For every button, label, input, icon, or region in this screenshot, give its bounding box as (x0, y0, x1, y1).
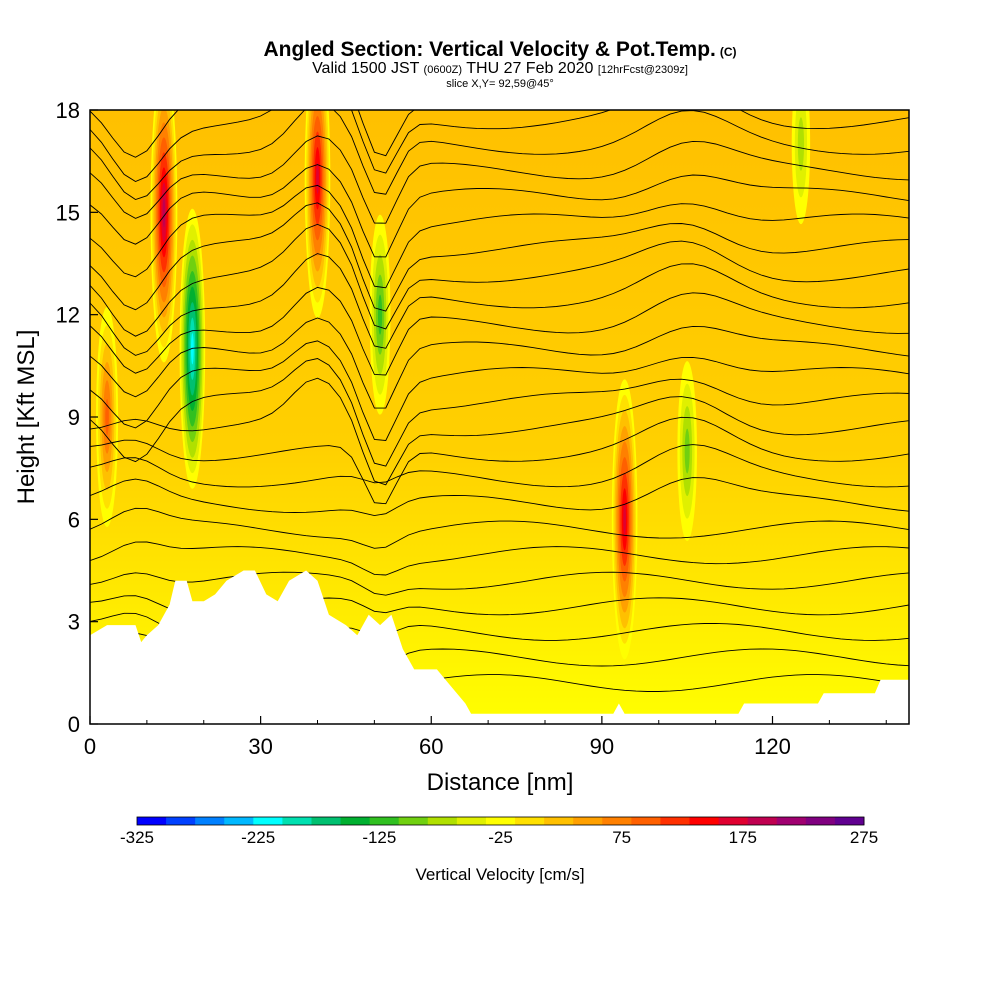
isotherm-contour (90, 358, 909, 467)
colorbar-swatch (137, 817, 167, 825)
colorbar: -325 -225 -125 -25 75 175 275 (120, 816, 878, 847)
isotherm-contour (90, 223, 909, 337)
x-tick-label: 120 (754, 734, 791, 759)
isotherm-contour (90, 541, 909, 576)
y-tick-label: 6 (68, 507, 80, 532)
y-tick-label: 12 (56, 303, 80, 328)
velocity-band (684, 428, 690, 474)
colorbar-swatch (224, 817, 254, 825)
isotherm-contour (90, 110, 909, 200)
isotherm-contour (90, 317, 909, 409)
colorbar-swatch (834, 817, 865, 825)
x-tick-label: 0 (84, 734, 96, 759)
velocity-band (377, 294, 383, 335)
colorbar-swatch (195, 817, 225, 825)
colorbar-swatch (485, 817, 516, 825)
velocity-core (677, 361, 697, 542)
isotherm-contour (90, 416, 909, 505)
colorbar-tick-label: -125 (362, 828, 396, 847)
isotherm-contour (90, 135, 909, 224)
colorbar-swatch (166, 817, 196, 825)
isotherm-contour (90, 507, 909, 549)
chart-title: Angled Section: Vertical Velocity & Pot.… (263, 38, 737, 61)
colorbar-swatch (369, 817, 400, 825)
colorbar-swatch (602, 817, 632, 825)
colorbar-swatch (398, 817, 429, 825)
isotherm-contour (90, 110, 909, 183)
y-tick-label: 18 (56, 98, 80, 123)
colorbar-swatch (282, 817, 312, 825)
axes: 0 30 60 90 120 0 3 6 9 12 15 18 (56, 98, 887, 759)
colorbar-title: Vertical Velocity [cm/s] (415, 865, 584, 884)
colorbar-tick-label: 75 (612, 828, 631, 847)
isotherm-contour (90, 253, 909, 356)
colorbar-tick-label: -225 (241, 828, 275, 847)
isotherm-contour (90, 340, 909, 441)
colorbar-tick-label: 175 (729, 828, 757, 847)
velocity-core (304, 110, 331, 319)
colorbar-swatch (805, 817, 836, 825)
x-tick-label: 60 (419, 734, 443, 759)
isotherm-contour (90, 377, 909, 486)
colorbar-frame (136, 816, 865, 826)
colorbar-tick-label: -25 (488, 828, 513, 847)
x-tick-label: 30 (248, 734, 272, 759)
y-tick-label: 0 (68, 712, 80, 737)
y-tick-label: 15 (56, 200, 80, 225)
colorbar-swatch (660, 817, 691, 825)
isotherm-contour (90, 184, 909, 289)
colorbar-swatch (515, 817, 545, 825)
velocity-band (162, 197, 166, 228)
colorbar-swatch (340, 817, 371, 825)
colorbar-swatch (776, 817, 807, 825)
velocity-band (623, 503, 627, 535)
colorbar-swatch (544, 817, 574, 825)
isotherm-contour (90, 571, 909, 596)
colorbar-swatch (747, 817, 778, 825)
y-tick-label: 3 (68, 610, 80, 635)
colorbar-swatch (631, 817, 661, 825)
terrain-mask (90, 570, 909, 724)
colorbar-swatch (427, 817, 458, 825)
velocity-core (791, 110, 811, 225)
colorbar-tick-label: -325 (120, 828, 154, 847)
isotherm-contour (90, 477, 909, 517)
slice-info: slice X,Y= 92,59@45° (446, 78, 554, 90)
isotherm-contour (90, 164, 909, 258)
valid-time-line: Valid 1500 JST (0600Z) THU 27 Feb 2020 [… (312, 60, 688, 77)
colorbar-swatch (311, 817, 342, 825)
x-axis-title: Distance [nm] (427, 769, 574, 796)
x-tick-label: 90 (590, 734, 614, 759)
velocity-core (150, 110, 178, 363)
y-tick-label: 9 (68, 405, 80, 430)
velocity-band (797, 117, 805, 171)
velocity-core (611, 379, 638, 660)
velocity-band (316, 162, 319, 194)
colorbar-tick-label: 275 (850, 828, 878, 847)
y-axis-title: Height [Kft MSL] (13, 330, 40, 505)
colorbar-swatch (456, 817, 487, 825)
colorbar-swatch (689, 817, 720, 825)
colorbar-swatch (573, 817, 603, 825)
colorbar-swatch (718, 817, 749, 825)
isotherm-contour (90, 202, 909, 312)
isotherm-contour (90, 286, 909, 376)
velocity-core (96, 307, 119, 527)
velocity-core (369, 214, 391, 415)
isotherm-contour (90, 444, 909, 488)
colorbar-swatch (253, 817, 283, 825)
